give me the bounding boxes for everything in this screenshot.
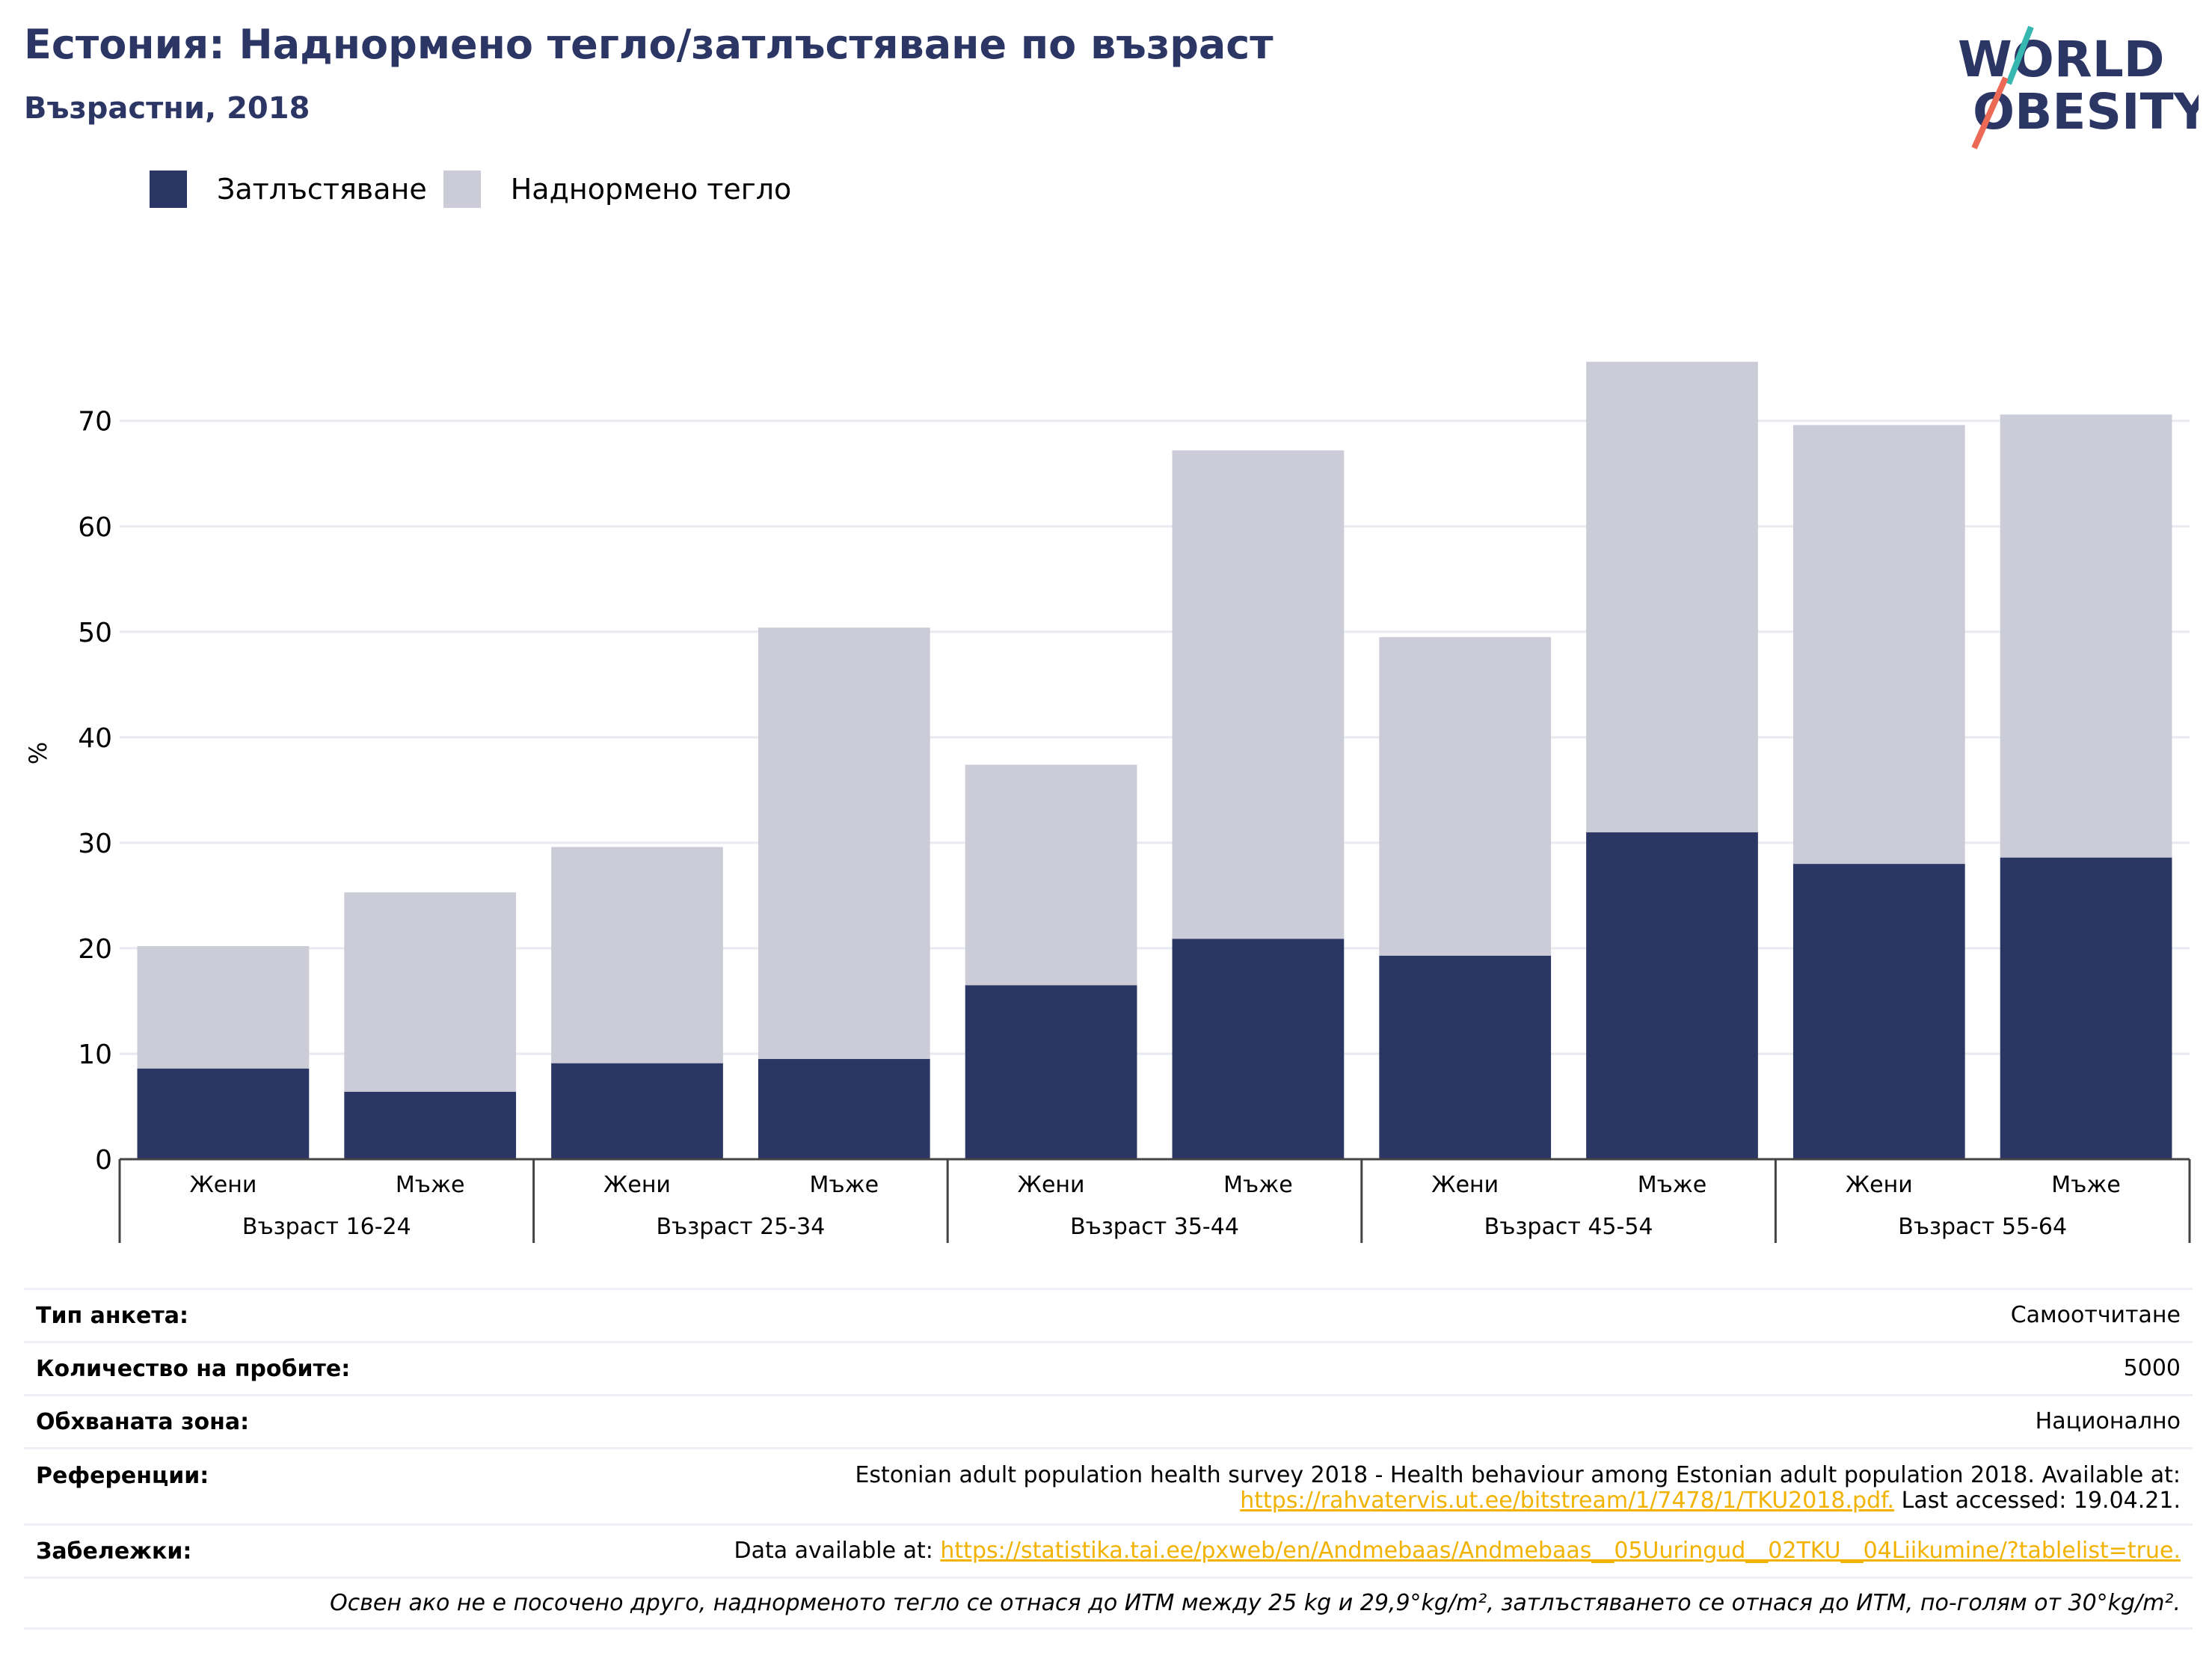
notes-label: Забележки: (36, 1538, 192, 1565)
references-accessed: Last accessed: 19.04.21. (1894, 1488, 2181, 1514)
bar-obesity (137, 1068, 310, 1159)
world-obesity-logo: WORLD OBESITY (1958, 25, 2199, 150)
footnote-text: Освен ако не е посочено друго, наднормен… (330, 1589, 2181, 1616)
sample-size-label: Количество на пробите: (36, 1355, 351, 1382)
x-group-label: Възраст 35-44 (1070, 1214, 1239, 1240)
x-category-label: Мъже (396, 1172, 465, 1198)
bar-overweight (137, 946, 310, 1069)
bar-overweight (1792, 425, 1965, 865)
x-group-label: Възраст 55-64 (1898, 1214, 2067, 1240)
x-group-label: Възраст 25-34 (656, 1214, 825, 1240)
x-group-label: Възраст 16-24 (242, 1214, 411, 1240)
info-table: Тип анкета: Самоотчитане Количество на п… (24, 1288, 2193, 1630)
info-row-area: Обхваната зона: Национално (24, 1394, 2193, 1447)
chart-legend: Затлъстяване Наднормено тегло (150, 171, 808, 208)
x-category-label: Жени (603, 1172, 671, 1198)
chart-subtitle: Възрастни, 2018 (24, 91, 310, 126)
notes-prefix: Data available at: (734, 1538, 941, 1564)
y-tick-label: 0 (95, 1145, 112, 1176)
legend-item-overweight: Наднормено тегло (443, 171, 792, 208)
notes-link[interactable]: https://statistika.tai.ee/pxweb/en/Andme… (940, 1538, 2181, 1564)
notes-value: Data available at: https://statistika.ta… (734, 1538, 2181, 1564)
y-axis-label: % (24, 742, 52, 764)
x-category-label: Мъже (1223, 1172, 1293, 1198)
bar-overweight (1172, 450, 1345, 939)
legend-swatch-overweight (443, 171, 481, 208)
info-row-sample-size: Количество на пробите: 5000 (24, 1341, 2193, 1394)
bar-overweight (1586, 361, 1758, 832)
legend-item-obesity: Затлъстяване (150, 171, 427, 208)
legend-label-obesity: Затлъстяване (217, 173, 427, 206)
bar-overweight (758, 627, 930, 1060)
survey-type-label: Тип анкета: (36, 1302, 188, 1329)
x-category-label: Мъже (810, 1172, 879, 1198)
x-category-label: Жени (1018, 1172, 1085, 1198)
x-category-label: Жени (1431, 1172, 1499, 1198)
bar-obesity (1586, 832, 1758, 1159)
bar-overweight (965, 764, 1137, 986)
y-tick-label: 70 (78, 407, 112, 438)
y-tick-label: 50 (78, 618, 112, 648)
logo-line1: WORLD (1958, 31, 2165, 88)
bar-obesity (965, 985, 1137, 1159)
bar-obesity (2000, 857, 2172, 1159)
info-row-footnote: Освен ако не е посочено друго, наднормен… (24, 1577, 2193, 1630)
info-row-references: Референции: Estonian adult population he… (24, 1447, 2193, 1523)
bar-obesity (551, 1063, 723, 1159)
references-value: Estonian adult population health survey … (855, 1463, 2181, 1523)
bar-overweight (344, 892, 517, 1092)
bar-overweight (551, 847, 723, 1063)
area-label: Обхваната зона: (36, 1408, 250, 1435)
y-tick-label: 60 (78, 512, 112, 543)
bar-obesity (758, 1059, 930, 1159)
legend-swatch-obesity (150, 171, 187, 208)
bar-chart: 0 10 20 30 40 50 60 70 Жени Мъже Жени Мъже Жени Мъже Ж… (24, 361, 2191, 1243)
x-category-label: Мъже (2051, 1172, 2121, 1198)
references-label: Референции: (36, 1463, 209, 1489)
bar-obesity (344, 1091, 517, 1159)
bar-obesity (1792, 864, 1965, 1159)
x-category-label: Жени (1846, 1172, 1913, 1198)
sample-size-value: 5000 (2123, 1355, 2181, 1381)
info-row-survey-type: Тип анкета: Самоотчитане (24, 1288, 2193, 1341)
logo-line2: OBESITY (1973, 83, 2199, 141)
legend-label-overweight: Наднормено тегло (510, 173, 792, 206)
references-link[interactable]: https://rahvatervis.ut.ee/bitstream/1/74… (1240, 1488, 1895, 1514)
bar-overweight (1379, 636, 1552, 956)
y-tick-label: 20 (78, 934, 112, 965)
x-category-label: Мъже (1638, 1172, 1707, 1198)
references-text: Estonian adult population health survey … (855, 1462, 2181, 1488)
bar-overweight (2000, 414, 2172, 858)
axes: 0 10 20 30 40 50 60 70 Жени Мъже Жени Мъже Жени Мъже Ж… (78, 407, 2191, 1243)
logo-slash-red (1971, 76, 2009, 150)
bar-obesity (1172, 939, 1345, 1159)
y-tick-label: 10 (78, 1040, 112, 1070)
logo-slash-teal (2006, 25, 2034, 85)
y-tick-label: 40 (78, 723, 112, 754)
bar-obesity (1379, 955, 1552, 1159)
area-value: Национално (2035, 1408, 2181, 1434)
y-tick-label: 30 (78, 829, 112, 859)
info-row-notes: Забележки: Data available at: https://st… (24, 1523, 2193, 1577)
x-group-label: Възраст 45-54 (1484, 1214, 1653, 1240)
bars (137, 361, 2172, 1159)
chart-title: Естония: Наднормено тегло/затлъстяване п… (24, 21, 1274, 68)
x-category-label: Жени (189, 1172, 256, 1198)
survey-type-value: Самоотчитане (2010, 1302, 2181, 1328)
